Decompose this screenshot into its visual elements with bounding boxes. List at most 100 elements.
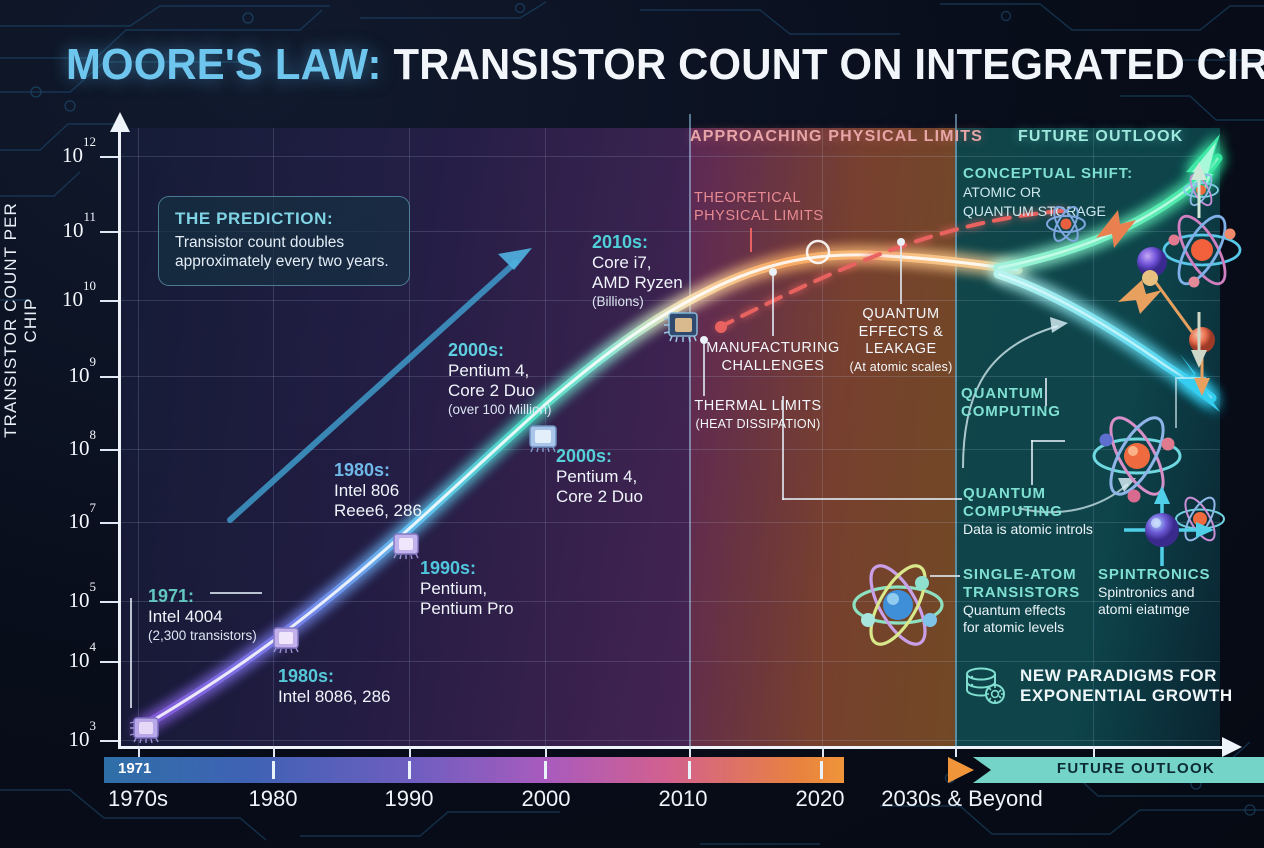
era-year: 1971:: [148, 586, 195, 606]
spintronics-heading: SPINTRONICS: [1098, 566, 1211, 583]
y-tick-label: 107: [68, 499, 97, 533]
x-tick: [545, 746, 547, 757]
x-tick-label: 2000: [521, 786, 571, 811]
timeline-gradient-bar: [104, 757, 844, 783]
era-callout-1980s-b: 1980s: Intel 8086, 286: [278, 666, 390, 707]
timeline-start-label: 1971: [118, 760, 152, 777]
spintronics-icon: [1118, 247, 1215, 396]
x-tick-label: 2030s & Beyond: [881, 786, 1043, 811]
era-name: Intel 806: [334, 481, 400, 500]
era-callout-2000s-b: 2000s: Pentium 4, Core 2 Duo: [556, 446, 643, 507]
leader-line: [750, 228, 752, 252]
chip-icon: [129, 717, 159, 744]
qubit-icon: [1124, 486, 1214, 566]
atom-icon: [852, 564, 944, 646]
manufacturing-challenges-label: MANUFACTURING CHALLENGES: [706, 340, 840, 374]
chip-icon: [393, 533, 419, 560]
x-tick: [273, 746, 275, 757]
era-year: 2000s:: [448, 340, 505, 360]
quantum-computing-label-2: QUANTUM COMPUTING Data is atomic introls: [963, 485, 1093, 538]
zone-header-limits: APPROACHING PHYSICAL LIMITS: [690, 128, 983, 145]
x-axis: [118, 746, 1226, 749]
gridline-y: [118, 231, 1220, 232]
x-axis-arrow: [1222, 737, 1242, 757]
x-tick-label: 1970s: [108, 786, 168, 811]
gridline-x: [1093, 128, 1094, 748]
chip-icon: [273, 627, 299, 654]
era-name: Pentium,: [420, 579, 488, 598]
page-title: MOORE'S LAW: TRANSISTOR COUNT ON INTEGRA…: [66, 38, 1264, 92]
conceptual-shift-heading: CONCEPTUAL SHIFT:: [963, 165, 1134, 182]
zone-divider-1: [689, 114, 691, 748]
quantum-computing-label-1: QUANTUM COMPUTING: [961, 385, 1061, 421]
gridline-x: [273, 128, 274, 748]
y-tick: [100, 449, 118, 451]
era-name-2: AMD Ryzen: [592, 273, 683, 292]
y-tick: [100, 300, 118, 302]
era-callout-1980s-a: 1980s: Intel 806 Reee6, 286: [334, 460, 422, 521]
era-name: Pentium 4,: [448, 361, 530, 380]
era-name: Intel 4004: [148, 607, 223, 626]
quantum-effects-text: QUANTUM EFFECTS & LEAKAGE: [858, 306, 944, 357]
arrow-icon: [1191, 312, 1207, 368]
atom-icon: [1162, 214, 1242, 288]
era-name-2: Reee6, 286: [334, 501, 422, 520]
leader-line: [900, 244, 902, 304]
gridline-x: [138, 128, 139, 748]
prediction-callout: THE PREDICTION: Transistor count doubles…: [158, 196, 410, 286]
new-paradigms-callout: NEW PARADIGMS FOR EXPONENTIAL GROWTH: [962, 663, 1233, 709]
leader-line: [1031, 440, 1033, 485]
single-atom-body: Quantum effects for atomic levels: [963, 602, 1066, 635]
leader-line: [782, 396, 784, 500]
y-tick-label: 105: [68, 578, 97, 612]
atom-icon: [1046, 206, 1086, 242]
timeline-future-segment: FUTURE OUTLOOK: [973, 757, 1264, 783]
leader-dot: [700, 336, 708, 344]
prediction-body: Transistor count doubles approximately e…: [175, 234, 389, 270]
gridline-x: [409, 128, 410, 748]
arrow-icon: [1191, 162, 1207, 218]
atom-icon: [1092, 416, 1182, 503]
era-name-2: Pentium Pro: [420, 599, 514, 618]
timeline-tick: [820, 761, 823, 779]
era-year: 1980s:: [334, 460, 391, 480]
y-tick: [100, 601, 118, 603]
y-tick-label: 1010: [62, 277, 96, 311]
leader-line: [1031, 440, 1065, 442]
thermal-limits-label: THERMAL LIMITS (HEAT DISSIPATION): [687, 398, 829, 433]
era-year: 2010s:: [592, 232, 649, 252]
leader-dot: [897, 238, 905, 246]
x-tick: [138, 746, 140, 757]
zone-future-outlook: [955, 128, 1220, 748]
chip-icon: [529, 425, 557, 453]
y-tick: [100, 522, 118, 524]
quantum-effects-sub: (At atomic scales): [849, 359, 953, 374]
y-tick: [100, 740, 118, 742]
spintronics-callout: SPINTRONICS Spintronics and atomi eiatım…: [1098, 566, 1210, 618]
quantum-computing-heading-2: QUANTUM COMPUTING: [963, 485, 1063, 520]
timeline-tick: [408, 761, 411, 779]
arrow-icon: [1096, 210, 1136, 248]
timeline-tick: [272, 761, 275, 779]
theoretical-limits-label: THEORETICAL PHYSICAL LIMITS: [694, 190, 823, 225]
title-rest: TRANSISTOR COUNT ON INTEGRATED CIRCUITS: [393, 40, 1264, 89]
chip-icon: [663, 312, 698, 343]
era-note: (over 100 Million): [448, 402, 552, 417]
leader-line: [210, 592, 262, 594]
y-tick-label: 104: [68, 638, 97, 672]
gridline-x: [822, 128, 823, 748]
timeline-tick: [688, 761, 691, 779]
gridline-y: [118, 449, 1220, 450]
era-year: 1990s:: [420, 558, 477, 578]
x-tick: [689, 746, 691, 757]
era-note: (Billions): [592, 294, 644, 309]
leader-dot: [769, 268, 777, 276]
era-note: (2,300 transistors): [148, 628, 257, 643]
era-year: 2000s:: [556, 446, 613, 466]
era-callout-2000s-a: 2000s: Pentium 4, Core 2 Duo (over 100 M…: [448, 340, 552, 418]
gridline-y: [118, 601, 1220, 602]
timeline-future-label: FUTURE OUTLOOK: [1056, 760, 1216, 777]
quantum-computing-body: Data is atomic introls: [963, 521, 1093, 537]
y-tick: [100, 231, 118, 233]
